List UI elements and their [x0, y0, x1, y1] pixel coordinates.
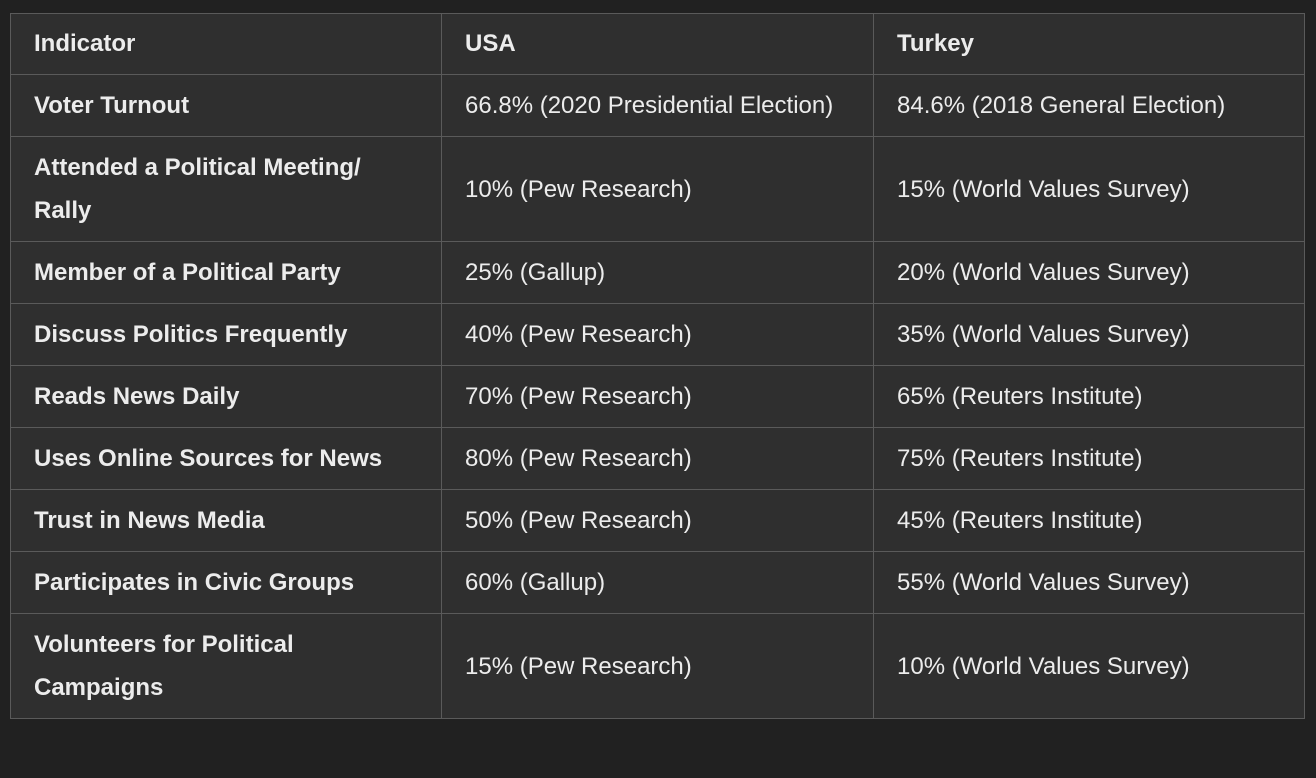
indicator-cell: Participates in Civic Groups	[10, 551, 442, 614]
indicator-cell: Member of a Political Party	[10, 241, 442, 304]
indicator-cell: Trust in News Media	[10, 489, 442, 552]
indicator-cell: Uses Online Sources for News	[10, 427, 442, 490]
turkey-cell: 75% (Reuters Institute)	[873, 427, 1305, 490]
usa-cell: 50% (Pew Research)	[441, 489, 874, 552]
indicator-cell: Discuss Politics Frequently	[10, 303, 442, 366]
usa-cell: 60% (Gallup)	[441, 551, 874, 614]
header-indicator: Indicator	[10, 13, 442, 75]
table-row: Member of a Political Party 25% (Gallup)…	[10, 241, 1305, 304]
usa-cell: 70% (Pew Research)	[441, 365, 874, 428]
header-row: Indicator USA Turkey	[10, 13, 1305, 75]
indicator-cell: Reads News Daily	[10, 365, 442, 428]
table-row: Participates in Civic Groups 60% (Gallup…	[10, 551, 1305, 614]
comparison-table: Indicator USA Turkey Voter Turnout 66.8%…	[10, 13, 1305, 719]
usa-cell: 66.8% (2020 Presidential Election)	[441, 74, 874, 137]
turkey-cell: 20% (World Values Survey)	[873, 241, 1305, 304]
usa-cell: 10% (Pew Research)	[441, 136, 874, 242]
turkey-cell: 10% (World Values Survey)	[873, 613, 1305, 719]
table-row: Trust in News Media 50% (Pew Research) 4…	[10, 489, 1305, 552]
turkey-cell: 65% (Reuters Institute)	[873, 365, 1305, 428]
indicator-cell: Volunteers for Political Campaigns	[10, 613, 442, 719]
usa-cell: 15% (Pew Research)	[441, 613, 874, 719]
indicator-cell: Voter Turnout	[10, 74, 442, 137]
table-row: Reads News Daily 70% (Pew Research) 65% …	[10, 365, 1305, 428]
usa-cell: 80% (Pew Research)	[441, 427, 874, 490]
turkey-cell: 45% (Reuters Institute)	[873, 489, 1305, 552]
turkey-cell: 84.6% (2018 General Election)	[873, 74, 1305, 137]
turkey-cell: 15% (World Values Survey)	[873, 136, 1305, 242]
comparison-table-container: Indicator USA Turkey Voter Turnout 66.8%…	[10, 13, 1305, 719]
header-usa: USA	[441, 13, 874, 75]
header-turkey: Turkey	[873, 13, 1305, 75]
usa-cell: 40% (Pew Research)	[441, 303, 874, 366]
turkey-cell: 35% (World Values Survey)	[873, 303, 1305, 366]
turkey-cell: 55% (World Values Survey)	[873, 551, 1305, 614]
usa-cell: 25% (Gallup)	[441, 241, 874, 304]
table-row: Volunteers for Political Campaigns 15% (…	[10, 613, 1305, 719]
indicator-cell: Attended a Political Meeting/ Rally	[10, 136, 442, 242]
table-body: Voter Turnout 66.8% (2020 Presidential E…	[10, 74, 1305, 719]
table-row: Attended a Political Meeting/ Rally 10% …	[10, 136, 1305, 242]
table-row: Discuss Politics Frequently 40% (Pew Res…	[10, 303, 1305, 366]
table-row: Voter Turnout 66.8% (2020 Presidential E…	[10, 74, 1305, 137]
table-row: Uses Online Sources for News 80% (Pew Re…	[10, 427, 1305, 490]
table-header: Indicator USA Turkey	[10, 13, 1305, 75]
